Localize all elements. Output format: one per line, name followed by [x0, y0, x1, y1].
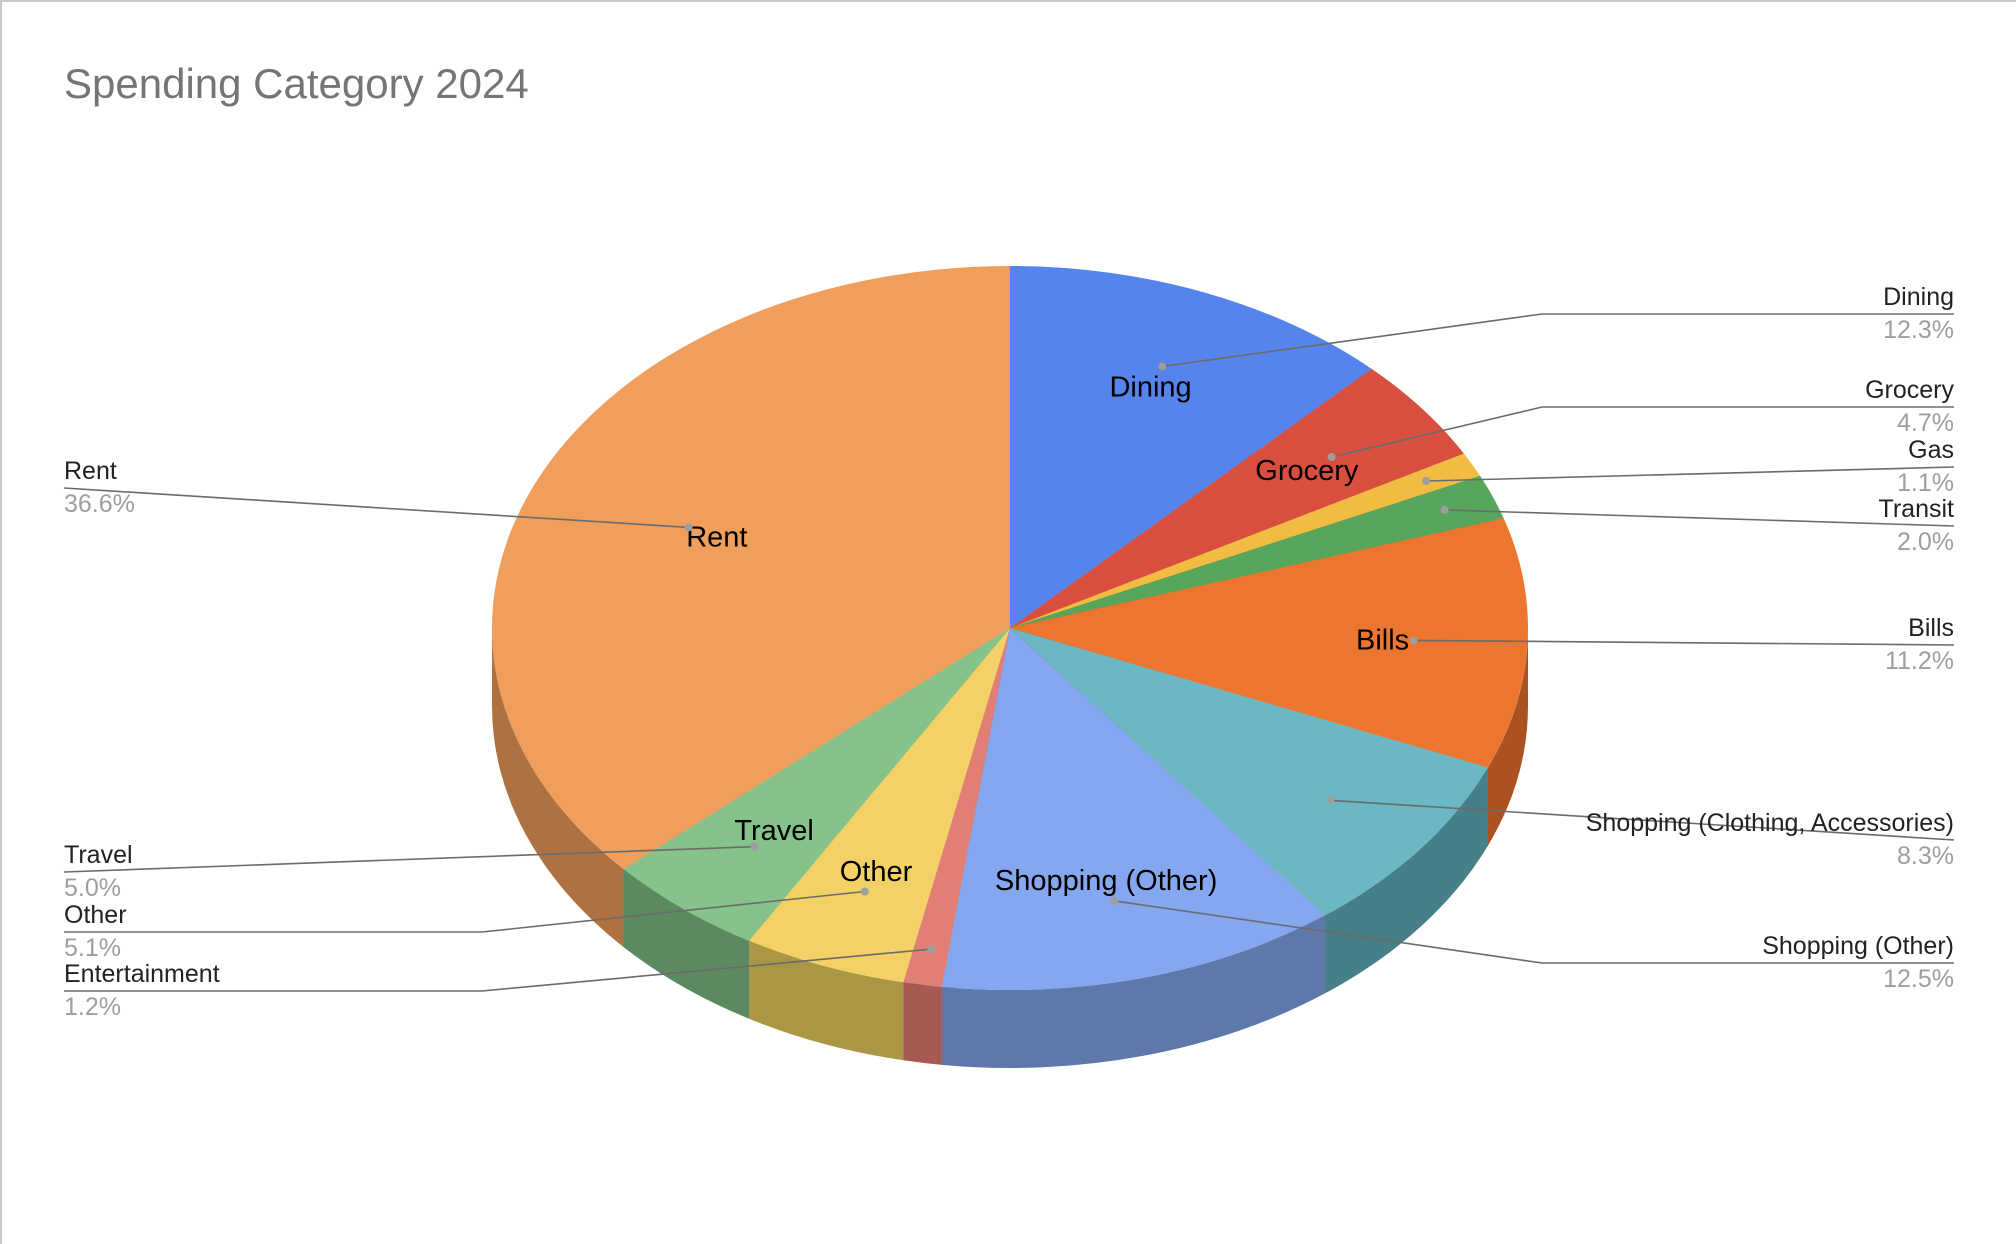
chart-title: Spending Category 2024	[64, 60, 529, 107]
pie-slice-entertainment	[903, 628, 1010, 987]
pie-slice-other	[749, 628, 1010, 983]
slice-labels: Dining Grocery Bills Shopping (Other) Other T…	[686, 372, 1409, 897]
pie-slice-grocery	[1010, 368, 1464, 628]
callout-percent: 4.7%	[1897, 409, 1954, 437]
callout-shopping-other: Shopping (Other) 12.5%	[1110, 896, 1954, 993]
callout-leader-line	[1413, 639, 1955, 646]
callout-percent: 11.2%	[1885, 647, 1954, 675]
callout-leader-line	[63, 487, 689, 529]
callout-leader-line	[1331, 406, 1954, 458]
callout-leader-line	[1162, 313, 1954, 368]
pie-slice-bills	[1010, 518, 1528, 768]
callout-label: Travel	[64, 841, 133, 869]
callout-label: Gas	[1908, 436, 1954, 464]
pie-side-shopping-other	[941, 915, 1325, 1068]
callout-percent: 1.2%	[64, 993, 121, 1021]
slice-label-travel: Travel	[734, 815, 814, 847]
callout-anchor-dot	[927, 945, 936, 954]
pie-tops	[492, 266, 1528, 991]
callout-anchor-dot	[1326, 796, 1335, 805]
callout-label: Bills	[1908, 614, 1954, 642]
pie-slice-rent	[492, 266, 1011, 870]
callout-anchor-dot	[1440, 505, 1449, 514]
callout-leader-line	[1114, 900, 1954, 964]
pie-side-bills	[1487, 628, 1528, 846]
pie-slice-shopping-other	[941, 628, 1325, 991]
pie-slice-dining	[1010, 266, 1372, 628]
callout-anchor-dot	[860, 887, 869, 896]
callout-leader-line	[63, 845, 755, 873]
callout-percent: 12.5%	[1883, 965, 1954, 993]
callout-gas: Gas 1.1%	[1422, 436, 1955, 497]
callout-percent: 2.0%	[1897, 528, 1954, 556]
slice-label-rent: Rent	[686, 521, 747, 553]
callout-label: Transit	[1879, 495, 1955, 523]
slice-label-grocery: Grocery	[1255, 455, 1359, 487]
callout-anchor-dot	[1327, 453, 1336, 462]
pie-slice-shopping-clothing-accessories	[1010, 628, 1488, 916]
callout-percent: 8.3%	[1897, 842, 1954, 870]
callout-anchor-dot	[750, 842, 759, 851]
callout-anchor-dot	[1409, 636, 1418, 645]
callout-label: Shopping (Other)	[1762, 932, 1954, 960]
callout-label: Dining	[1883, 283, 1954, 311]
callout-other: Other 5.1%	[64, 887, 869, 962]
callout-transit: Transit 2.0%	[1440, 495, 1955, 556]
callout-percent: 12.3%	[1883, 316, 1954, 344]
callout-leader-line	[1444, 509, 1955, 527]
callout-anchor-dot	[1422, 477, 1431, 486]
callout-label: Other	[64, 901, 127, 929]
slice-label-bills: Bills	[1356, 624, 1409, 656]
slice-label-other: Other	[840, 856, 913, 888]
callout-percent: 36.6%	[64, 490, 135, 518]
callout-anchor-dot	[1158, 362, 1167, 371]
pie-side-rent	[492, 628, 624, 948]
callout-bills: Bills 11.2%	[1409, 614, 1955, 675]
callout-leader-line	[64, 890, 865, 933]
pie-slice-travel	[623, 628, 1010, 941]
pie-slice-transit	[1010, 475, 1504, 628]
callouts: Dining 12.3% Grocery 4.7%Gas 1.1%Transit 2.0%…	[63, 283, 1955, 1021]
callout-label: Rent	[64, 457, 117, 485]
callout-leader-line	[64, 948, 932, 992]
callout-percent: 5.0%	[64, 874, 121, 902]
callout-travel: Travel 5.0%	[63, 841, 759, 902]
callout-dining: Dining 12.3%	[1158, 283, 1954, 371]
callout-anchor-dot	[684, 523, 693, 532]
callout-grocery: Grocery 4.7%	[1327, 376, 1954, 462]
callout-label: Entertainment	[64, 960, 220, 988]
slice-label-dining: Dining	[1109, 372, 1191, 404]
pie-slice-gas	[1010, 453, 1481, 628]
callout-label: Shopping (Clothing, Accessories)	[1586, 809, 1954, 837]
callout-percent: 5.1%	[64, 934, 121, 962]
slice-label-shopping-other: Shopping (Other)	[995, 865, 1217, 897]
callout-label: Grocery	[1865, 376, 1954, 404]
callout-leader-line	[1329, 799, 1955, 841]
callout-shopping-clothing-accessories: Shopping (Clothing, Accessories) 8.3%	[1326, 796, 1955, 870]
callout-entertainment: Entertainment 1.2%	[64, 945, 936, 1021]
callout-leader-line	[1426, 466, 1955, 482]
callout-percent: 1.1%	[1897, 469, 1954, 497]
callout-rent: Rent 36.6%	[63, 457, 693, 532]
callout-anchor-dot	[1110, 896, 1119, 905]
